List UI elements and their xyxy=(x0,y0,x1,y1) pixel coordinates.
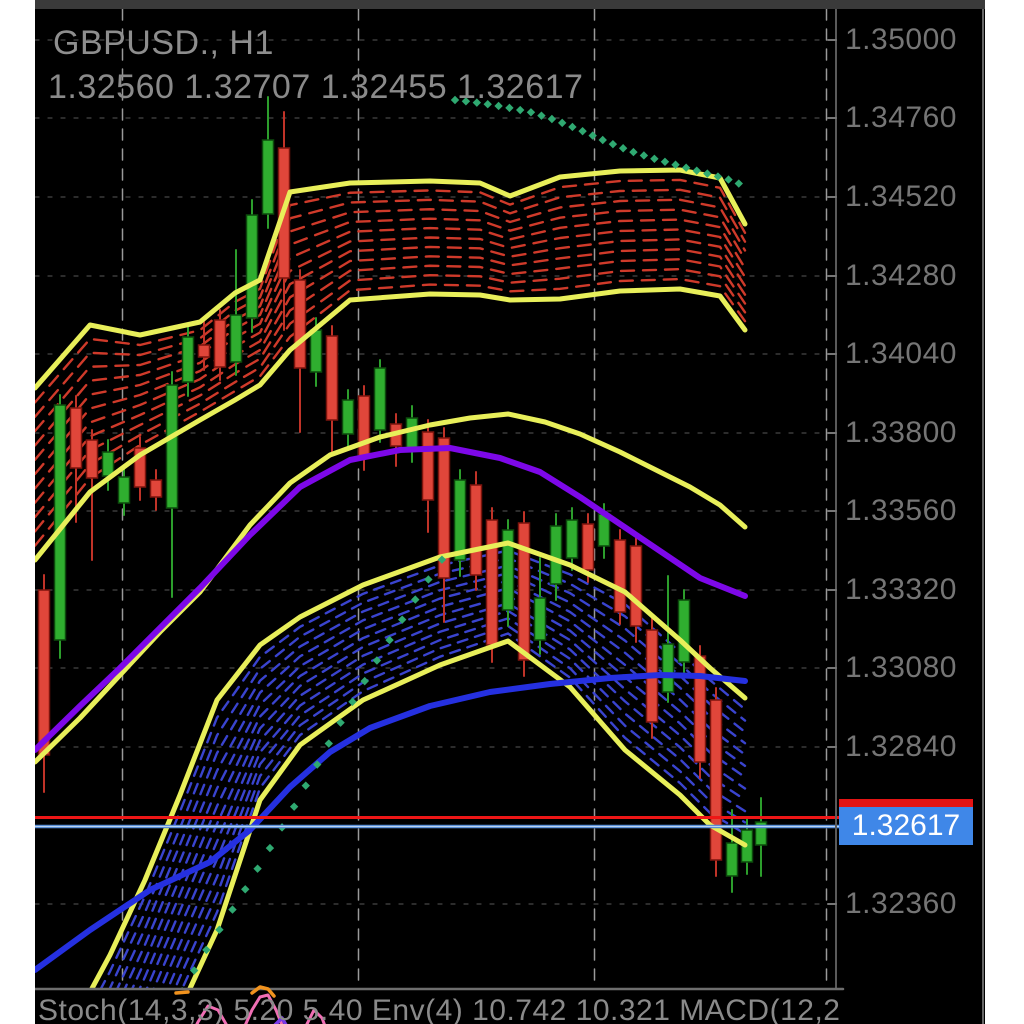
candle xyxy=(117,476,131,504)
candle xyxy=(437,437,451,579)
candle xyxy=(149,479,163,498)
bid-line-tab xyxy=(839,799,973,807)
candle xyxy=(421,431,435,501)
band-boundaries xyxy=(35,167,748,988)
candle xyxy=(581,523,595,571)
candle xyxy=(709,699,723,861)
gridlines xyxy=(35,9,837,988)
purple-ma-line xyxy=(35,445,748,753)
candle xyxy=(213,319,227,368)
stoch-main xyxy=(195,993,284,1024)
price-chart-canvas[interactable] xyxy=(35,9,985,1024)
chart-window: GBPUSD., H1 1.32560 1.32707 1.32455 1.32… xyxy=(35,0,985,1024)
current-price-tag: 1.32617 xyxy=(839,799,973,845)
candle xyxy=(181,336,195,383)
candle xyxy=(517,522,531,661)
price-axis-label: 1.33080 xyxy=(845,651,957,684)
orange-arc xyxy=(250,985,276,998)
price-axis-label: 1.34760 xyxy=(845,101,957,134)
current-price-value: 1.32617 xyxy=(839,807,973,845)
candle xyxy=(229,314,243,363)
candle xyxy=(453,479,467,561)
indicator-values-readout: Stoch(14,3,3) 5.20 5.40 Env(4) 10.742 10… xyxy=(38,994,841,1024)
status-bar xyxy=(35,0,985,9)
candle xyxy=(754,821,768,846)
candle xyxy=(245,214,259,319)
candle xyxy=(85,439,99,479)
candle xyxy=(469,484,483,576)
orange-dash xyxy=(174,990,190,995)
candle xyxy=(501,529,515,611)
candle xyxy=(261,139,275,215)
candle xyxy=(325,335,339,421)
price-axis-label: 1.33320 xyxy=(845,573,957,606)
price-axis-label: 1.35000 xyxy=(845,23,957,56)
stoch-main-2 xyxy=(305,1008,326,1024)
candle xyxy=(613,539,627,613)
candle xyxy=(341,399,355,435)
candle xyxy=(549,525,563,585)
candle xyxy=(725,842,739,877)
candle xyxy=(661,643,675,693)
candle xyxy=(533,597,547,641)
candle xyxy=(197,344,211,358)
price-axis-line xyxy=(827,9,984,1024)
candle xyxy=(629,545,643,627)
price-axis[interactable]: 1.35000 1.34760 1.34520 1.34280 1.34040 1.338… xyxy=(35,0,985,1024)
candle xyxy=(133,447,147,488)
candle xyxy=(165,384,179,509)
blue-ma-line xyxy=(35,672,748,973)
price-axis-label: 1.32360 xyxy=(845,887,957,920)
candle xyxy=(69,407,83,469)
price-level-lines xyxy=(35,816,972,829)
price-axis-label: 1.32840 xyxy=(845,730,957,763)
price-axis-label: 1.33560 xyxy=(845,494,957,527)
stoch-signal xyxy=(273,1016,288,1024)
candle xyxy=(293,279,307,369)
price-axis-label: 1.34520 xyxy=(845,180,957,213)
price-axis-label: 1.34280 xyxy=(845,259,957,292)
price-axis-label: 1.34040 xyxy=(845,337,957,370)
candle xyxy=(565,519,579,559)
price-axis-label: 1.33800 xyxy=(845,416,957,449)
candle xyxy=(677,599,691,663)
indicator-subpanel xyxy=(35,985,845,1024)
candle xyxy=(373,367,387,431)
